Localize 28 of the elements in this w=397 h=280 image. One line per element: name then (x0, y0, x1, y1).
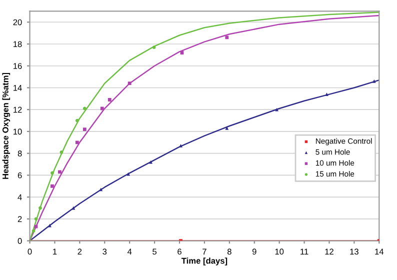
y-tick-label: 16 (14, 63, 22, 69)
x-tick-label: 8 (227, 248, 232, 255)
x-tick-label: 4 (127, 248, 132, 254)
x-tick-label: 0 (28, 248, 32, 255)
x-tick-label: 5 (152, 248, 157, 255)
x-tick-label: 12 (325, 248, 334, 254)
y-tick-label: 2 (18, 216, 22, 222)
y-axis-title: Headspace Oxygen [%atm] (2, 72, 10, 179)
x-axis-title: Time [days] (181, 258, 228, 266)
x-tick-label: 6 (178, 248, 182, 255)
y-tick-label: 14 (14, 85, 22, 91)
y-tick-label: 8 (18, 150, 22, 156)
x-tick-label: 7 (202, 248, 206, 254)
x-tick-label: 10 (275, 248, 284, 255)
x-tick-label: 14 (375, 248, 384, 254)
x-tick-label: 13 (350, 248, 358, 255)
x-tick-label: 9 (252, 248, 256, 255)
y-tick-label: 10 (14, 128, 22, 135)
x-tick-label: 1 (53, 248, 57, 254)
y-tick-label: 4 (18, 194, 22, 200)
x-tick-label: 11 (300, 248, 308, 254)
x-tick-label: 2 (78, 248, 82, 254)
x-tick-label: 3 (102, 248, 107, 255)
y-tick-label: 0 (18, 238, 22, 244)
y-tick-label: 6 (18, 172, 22, 178)
y-tick-label: 20 (13, 19, 22, 26)
y-tick-label: 12 (14, 106, 22, 113)
y-tick-label: 18 (14, 41, 22, 48)
